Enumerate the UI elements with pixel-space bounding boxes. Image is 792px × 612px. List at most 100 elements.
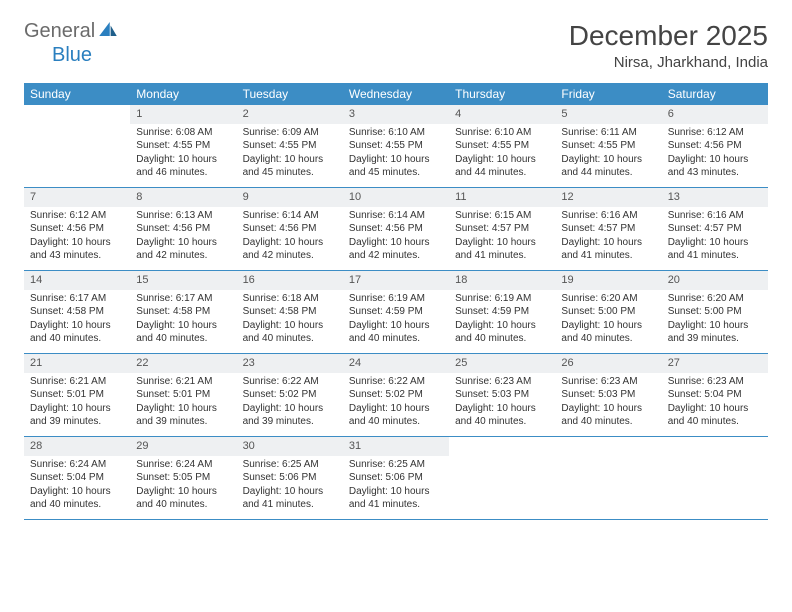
sunset-text: Sunset: 5:03 PM xyxy=(561,388,655,402)
sunset-text: Sunset: 4:56 PM xyxy=(243,222,337,236)
sunset-text: Sunset: 5:04 PM xyxy=(668,388,762,402)
daylight-line1: Daylight: 10 hours xyxy=(455,236,549,250)
sunset-text: Sunset: 5:01 PM xyxy=(30,388,124,402)
day-cell-body: Sunrise: 6:22 AMSunset: 5:02 PMDaylight:… xyxy=(343,373,449,433)
daylight-line2: and 40 minutes. xyxy=(668,415,762,429)
sunrise-text: Sunrise: 6:12 AM xyxy=(30,209,124,223)
sunset-text: Sunset: 4:57 PM xyxy=(561,222,655,236)
day-cell: 10Sunrise: 6:14 AMSunset: 4:56 PMDayligh… xyxy=(343,188,449,270)
day-cell-body: Sunrise: 6:16 AMSunset: 4:57 PMDaylight:… xyxy=(662,207,768,267)
daylight-line1: Daylight: 10 hours xyxy=(243,153,337,167)
daylight-line1: Daylight: 10 hours xyxy=(349,153,443,167)
sunset-text: Sunset: 4:56 PM xyxy=(668,139,762,153)
day-number: 17 xyxy=(343,271,449,290)
daylight-line1: Daylight: 10 hours xyxy=(561,153,655,167)
daylight-line2: and 40 minutes. xyxy=(455,415,549,429)
day-number: 6 xyxy=(662,105,768,124)
day-cell-body: Sunrise: 6:10 AMSunset: 4:55 PMDaylight:… xyxy=(449,124,555,184)
sunset-text: Sunset: 4:55 PM xyxy=(561,139,655,153)
day-cell: 19Sunrise: 6:20 AMSunset: 5:00 PMDayligh… xyxy=(555,271,661,353)
day-cell-body: Sunrise: 6:23 AMSunset: 5:04 PMDaylight:… xyxy=(662,373,768,433)
day-cell-body: Sunrise: 6:20 AMSunset: 5:00 PMDaylight:… xyxy=(662,290,768,350)
brand-part2-wrap: Blue xyxy=(24,44,92,67)
day-cell: 5Sunrise: 6:11 AMSunset: 4:55 PMDaylight… xyxy=(555,105,661,187)
day-cell-body: Sunrise: 6:19 AMSunset: 4:59 PMDaylight:… xyxy=(343,290,449,350)
daylight-line2: and 46 minutes. xyxy=(136,166,230,180)
daylight-line1: Daylight: 10 hours xyxy=(136,319,230,333)
day-cell: 12Sunrise: 6:16 AMSunset: 4:57 PMDayligh… xyxy=(555,188,661,270)
day-cell-body: Sunrise: 6:11 AMSunset: 4:55 PMDaylight:… xyxy=(555,124,661,184)
day-number xyxy=(24,105,130,124)
day-cell: 21Sunrise: 6:21 AMSunset: 5:01 PMDayligh… xyxy=(24,354,130,436)
daylight-line1: Daylight: 10 hours xyxy=(668,402,762,416)
day-cell: 18Sunrise: 6:19 AMSunset: 4:59 PMDayligh… xyxy=(449,271,555,353)
daylight-line1: Daylight: 10 hours xyxy=(136,485,230,499)
day-cell-body: Sunrise: 6:08 AMSunset: 4:55 PMDaylight:… xyxy=(130,124,236,184)
day-number xyxy=(555,437,661,456)
daylight-line1: Daylight: 10 hours xyxy=(30,402,124,416)
daylight-line2: and 41 minutes. xyxy=(455,249,549,263)
day-number: 30 xyxy=(237,437,343,456)
daylight-line2: and 40 minutes. xyxy=(349,332,443,346)
sunset-text: Sunset: 5:03 PM xyxy=(455,388,549,402)
sunset-text: Sunset: 4:57 PM xyxy=(455,222,549,236)
sunset-text: Sunset: 5:00 PM xyxy=(561,305,655,319)
day-number: 15 xyxy=(130,271,236,290)
day-cell: 22Sunrise: 6:21 AMSunset: 5:01 PMDayligh… xyxy=(130,354,236,436)
day-number: 2 xyxy=(237,105,343,124)
day-cell-body: Sunrise: 6:12 AMSunset: 4:56 PMDaylight:… xyxy=(24,207,130,267)
day-cell-body: Sunrise: 6:25 AMSunset: 5:06 PMDaylight:… xyxy=(343,456,449,516)
daylight-line2: and 40 minutes. xyxy=(136,498,230,512)
day-cell: 16Sunrise: 6:18 AMSunset: 4:58 PMDayligh… xyxy=(237,271,343,353)
sunrise-text: Sunrise: 6:09 AM xyxy=(243,126,337,140)
daylight-line2: and 40 minutes. xyxy=(349,415,443,429)
day-header: Wednesday xyxy=(343,83,449,105)
day-number: 27 xyxy=(662,354,768,373)
daylight-line2: and 40 minutes. xyxy=(30,498,124,512)
day-number: 9 xyxy=(237,188,343,207)
day-number: 11 xyxy=(449,188,555,207)
sunrise-text: Sunrise: 6:20 AM xyxy=(561,292,655,306)
daylight-line2: and 40 minutes. xyxy=(30,332,124,346)
sunrise-text: Sunrise: 6:17 AM xyxy=(136,292,230,306)
day-number: 22 xyxy=(130,354,236,373)
day-cell: 27Sunrise: 6:23 AMSunset: 5:04 PMDayligh… xyxy=(662,354,768,436)
sunrise-text: Sunrise: 6:19 AM xyxy=(349,292,443,306)
day-cell: 15Sunrise: 6:17 AMSunset: 4:58 PMDayligh… xyxy=(130,271,236,353)
daylight-line2: and 45 minutes. xyxy=(349,166,443,180)
day-number: 31 xyxy=(343,437,449,456)
sunrise-text: Sunrise: 6:24 AM xyxy=(30,458,124,472)
day-cell-body: Sunrise: 6:16 AMSunset: 4:57 PMDaylight:… xyxy=(555,207,661,267)
sunrise-text: Sunrise: 6:22 AM xyxy=(349,375,443,389)
day-cell-body: Sunrise: 6:25 AMSunset: 5:06 PMDaylight:… xyxy=(237,456,343,516)
day-cell-body: Sunrise: 6:24 AMSunset: 5:04 PMDaylight:… xyxy=(24,456,130,516)
day-cell-body: Sunrise: 6:22 AMSunset: 5:02 PMDaylight:… xyxy=(237,373,343,433)
day-number: 4 xyxy=(449,105,555,124)
day-cell: 28Sunrise: 6:24 AMSunset: 5:04 PMDayligh… xyxy=(24,437,130,519)
sunrise-text: Sunrise: 6:18 AM xyxy=(243,292,337,306)
week-row: 7Sunrise: 6:12 AMSunset: 4:56 PMDaylight… xyxy=(24,188,768,271)
sunset-text: Sunset: 4:57 PM xyxy=(668,222,762,236)
day-cell: 17Sunrise: 6:19 AMSunset: 4:59 PMDayligh… xyxy=(343,271,449,353)
daylight-line2: and 44 minutes. xyxy=(561,166,655,180)
daylight-line1: Daylight: 10 hours xyxy=(30,236,124,250)
day-cell: 3Sunrise: 6:10 AMSunset: 4:55 PMDaylight… xyxy=(343,105,449,187)
day-number: 25 xyxy=(449,354,555,373)
week-row: 14Sunrise: 6:17 AMSunset: 4:58 PMDayligh… xyxy=(24,271,768,354)
day-header: Sunday xyxy=(24,83,130,105)
day-number: 8 xyxy=(130,188,236,207)
daylight-line2: and 40 minutes. xyxy=(561,332,655,346)
day-number: 24 xyxy=(343,354,449,373)
sunset-text: Sunset: 4:59 PM xyxy=(349,305,443,319)
daylight-line2: and 41 minutes. xyxy=(561,249,655,263)
daylight-line2: and 43 minutes. xyxy=(668,166,762,180)
day-number: 29 xyxy=(130,437,236,456)
daylight-line1: Daylight: 10 hours xyxy=(668,153,762,167)
sunrise-text: Sunrise: 6:25 AM xyxy=(243,458,337,472)
day-number: 10 xyxy=(343,188,449,207)
daylight-line2: and 42 minutes. xyxy=(136,249,230,263)
sunrise-text: Sunrise: 6:19 AM xyxy=(455,292,549,306)
week-row: 21Sunrise: 6:21 AMSunset: 5:01 PMDayligh… xyxy=(24,354,768,437)
day-number: 12 xyxy=(555,188,661,207)
day-cell-body: Sunrise: 6:20 AMSunset: 5:00 PMDaylight:… xyxy=(555,290,661,350)
